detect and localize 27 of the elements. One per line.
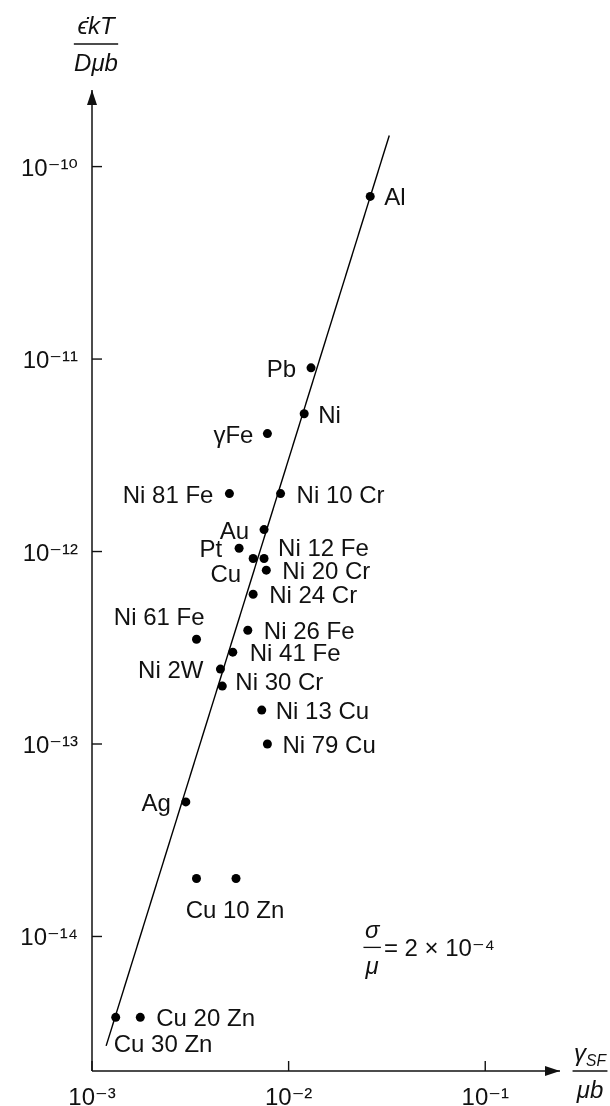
annotation: Au: [219, 516, 250, 544]
annotation: Ni 10 Cr: [296, 480, 385, 508]
annotation: Cu 30 Zn: [113, 1029, 213, 1057]
y-tick-label: 10⁻¹⁴: [20, 922, 78, 950]
annotation: Pb: [266, 354, 297, 382]
annotation: Al: [384, 182, 406, 210]
annotation: Ni 13 Cu: [275, 696, 370, 724]
annotation: Ni: [318, 400, 341, 428]
annotation: Ni 79 Cu: [282, 730, 376, 758]
y-axis-title: ϵ̇kT Dμb: [74, 11, 118, 76]
x-tick-label: 10⁻³: [68, 1082, 116, 1106]
annotation: Cu: [210, 559, 242, 586]
annotation: γFe: [213, 420, 254, 448]
annotation: Ag: [141, 788, 171, 816]
x-tick-label: 10⁻²: [264, 1082, 313, 1106]
annotation: Ni 30 Cr: [235, 667, 324, 695]
x-axis-title: γ$_{SF}$ μb: [574, 1038, 608, 1103]
y-tick-label: 10⁻¹⁰: [21, 153, 78, 181]
annotation: Ni 61 Fe: [113, 602, 205, 630]
y-tick-label: 10⁻¹³: [22, 730, 78, 758]
y-tick-label: 10⁻¹²: [22, 538, 78, 566]
annotation: Cu 10 Zn: [185, 895, 285, 923]
annotation: Ni 2W: [138, 655, 204, 683]
annotation: Ni 81 Fe: [122, 480, 214, 508]
annotation: Cu 20 Zn: [156, 1003, 255, 1031]
y-tick-label: 10⁻¹¹: [22, 345, 78, 373]
x-tick-label: 10⁻¹: [461, 1082, 509, 1106]
